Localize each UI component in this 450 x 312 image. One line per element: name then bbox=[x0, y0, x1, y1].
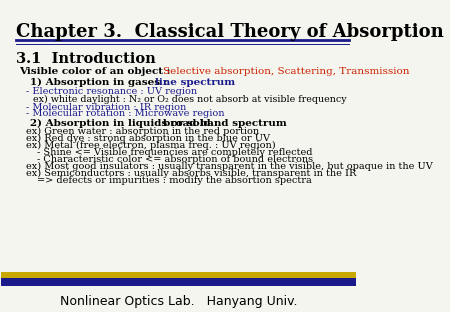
Text: - Molecular vibration : IR region: - Molecular vibration : IR region bbox=[26, 103, 186, 112]
Text: ex) Most good insulators : usually transparent in the visible, but opaque in the: ex) Most good insulators : usually trans… bbox=[26, 162, 433, 171]
Text: 3.1  Introduction: 3.1 Introduction bbox=[16, 52, 155, 66]
Text: - Electronic resonance : UV region: - Electronic resonance : UV region bbox=[26, 87, 197, 96]
Text: Visible color of an object :: Visible color of an object : bbox=[19, 67, 171, 76]
Text: - Characteristic color <= absorption of bound electrons: - Characteristic color <= absorption of … bbox=[37, 155, 313, 164]
Text: ex) Red dye : strong absorption in the blue or UV: ex) Red dye : strong absorption in the b… bbox=[26, 134, 270, 143]
Text: => defects or impurities : modify the absortion spectra: => defects or impurities : modify the ab… bbox=[37, 176, 311, 185]
Text: line spectrum: line spectrum bbox=[156, 78, 236, 87]
Text: ex) Semiconductors : usually absorbs visible, transparent in the IR: ex) Semiconductors : usually absorbs vis… bbox=[26, 169, 356, 178]
Text: - Molecular rotation : Microwave region: - Molecular rotation : Microwave region bbox=[26, 110, 225, 119]
Text: 2) Absorption in liquids or sold :: 2) Absorption in liquids or sold : bbox=[19, 119, 218, 128]
Text: ex) white daylight : N₂ or O₂ does not absorb at visible frequency: ex) white daylight : N₂ or O₂ does not a… bbox=[33, 95, 347, 104]
Bar bbox=[1, 272, 356, 279]
Text: ex) Metal (free electron, plasma freq. : UV region): ex) Metal (free electron, plasma freq. :… bbox=[26, 141, 276, 150]
Text: - Shine <= Visible frequencies are completely reflected: - Shine <= Visible frequencies are compl… bbox=[37, 148, 312, 157]
Text: Chapter 3.  Classical Theory of Absorption: Chapter 3. Classical Theory of Absorptio… bbox=[16, 23, 443, 41]
Text: broad band spectrum: broad band spectrum bbox=[162, 119, 286, 128]
Text: ex) Green water : absorption in the red portion: ex) Green water : absorption in the red … bbox=[26, 127, 259, 136]
Text: Nonlinear Optics Lab.   Hanyang Univ.: Nonlinear Optics Lab. Hanyang Univ. bbox=[60, 295, 297, 308]
Text: Selective absorption, Scattering, Transmission: Selective absorption, Scattering, Transm… bbox=[162, 67, 409, 76]
Text: 1) Absorption in gases :: 1) Absorption in gases : bbox=[19, 78, 168, 87]
Bar bbox=[1, 278, 356, 286]
